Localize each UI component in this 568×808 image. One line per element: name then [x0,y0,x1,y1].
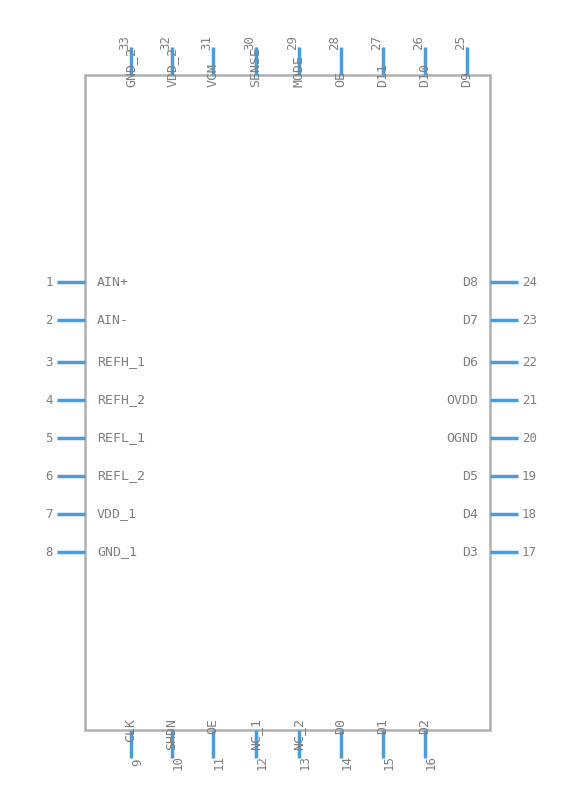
Text: 11: 11 [213,755,226,769]
Text: D3: D3 [462,545,478,558]
Text: D11: D11 [377,63,390,87]
Text: 14: 14 [341,755,354,769]
Text: D6: D6 [462,356,478,368]
Text: 30: 30 [243,36,256,50]
Text: 24: 24 [522,276,537,288]
Text: D7: D7 [462,314,478,326]
Text: 15: 15 [383,755,396,769]
Text: 28: 28 [328,36,341,50]
Text: CLK: CLK [124,718,137,742]
Bar [85,75,490,730]
Text: 13: 13 [299,755,312,769]
Text: AIN+: AIN+ [97,276,129,288]
Text: REFL_2: REFL_2 [97,469,145,482]
Text: D5: D5 [462,469,478,482]
Text: OE: OE [335,71,348,87]
Text: D1: D1 [377,718,390,734]
Text: D2: D2 [419,718,432,734]
Text: NC_2: NC_2 [293,718,306,750]
Text: D4: D4 [462,507,478,520]
Text: 29: 29 [286,36,299,50]
Text: 22: 22 [522,356,537,368]
Text: REFL_1: REFL_1 [97,431,145,444]
Text: AIN-: AIN- [97,314,129,326]
Text: VDD_1: VDD_1 [97,507,137,520]
Text: 25: 25 [454,36,467,50]
Text: D10: D10 [419,63,432,87]
Text: 17: 17 [522,545,537,558]
Text: 1: 1 [45,276,53,288]
Text: OE: OE [207,718,219,734]
Text: 19: 19 [522,469,537,482]
Text: OVDD: OVDD [446,393,478,406]
Text: 8: 8 [45,545,53,558]
Text: VDD_2: VDD_2 [165,47,178,87]
Text: 2: 2 [45,314,53,326]
Text: 12: 12 [256,755,269,769]
Text: GND_2: GND_2 [124,47,137,87]
Text: OGND: OGND [446,431,478,444]
Text: MODE: MODE [293,55,306,87]
Text: 32: 32 [159,36,172,50]
Text: SHDN: SHDN [165,718,178,750]
Text: D9: D9 [461,71,474,87]
Text: 5: 5 [45,431,53,444]
Text: 7: 7 [45,507,53,520]
Text: 16: 16 [425,755,438,769]
Text: D0: D0 [335,718,348,734]
Text: 20: 20 [522,431,537,444]
Text: SENSE: SENSE [249,47,262,87]
Text: 10: 10 [172,755,185,769]
Text: 6: 6 [45,469,53,482]
Text: REFH_2: REFH_2 [97,393,145,406]
Text: 18: 18 [522,507,537,520]
Text: 31: 31 [200,36,213,50]
Text: 3: 3 [45,356,53,368]
Text: 23: 23 [522,314,537,326]
Text: 4: 4 [45,393,53,406]
Text: NC_1: NC_1 [249,718,262,750]
Text: 9: 9 [131,758,144,766]
Text: 33: 33 [118,36,131,50]
Text: 26: 26 [412,36,425,50]
Text: 27: 27 [370,36,383,50]
Text: VCM: VCM [207,63,219,87]
Text: GND_1: GND_1 [97,545,137,558]
Text: REFH_1: REFH_1 [97,356,145,368]
Text: D8: D8 [462,276,478,288]
Text: 21: 21 [522,393,537,406]
